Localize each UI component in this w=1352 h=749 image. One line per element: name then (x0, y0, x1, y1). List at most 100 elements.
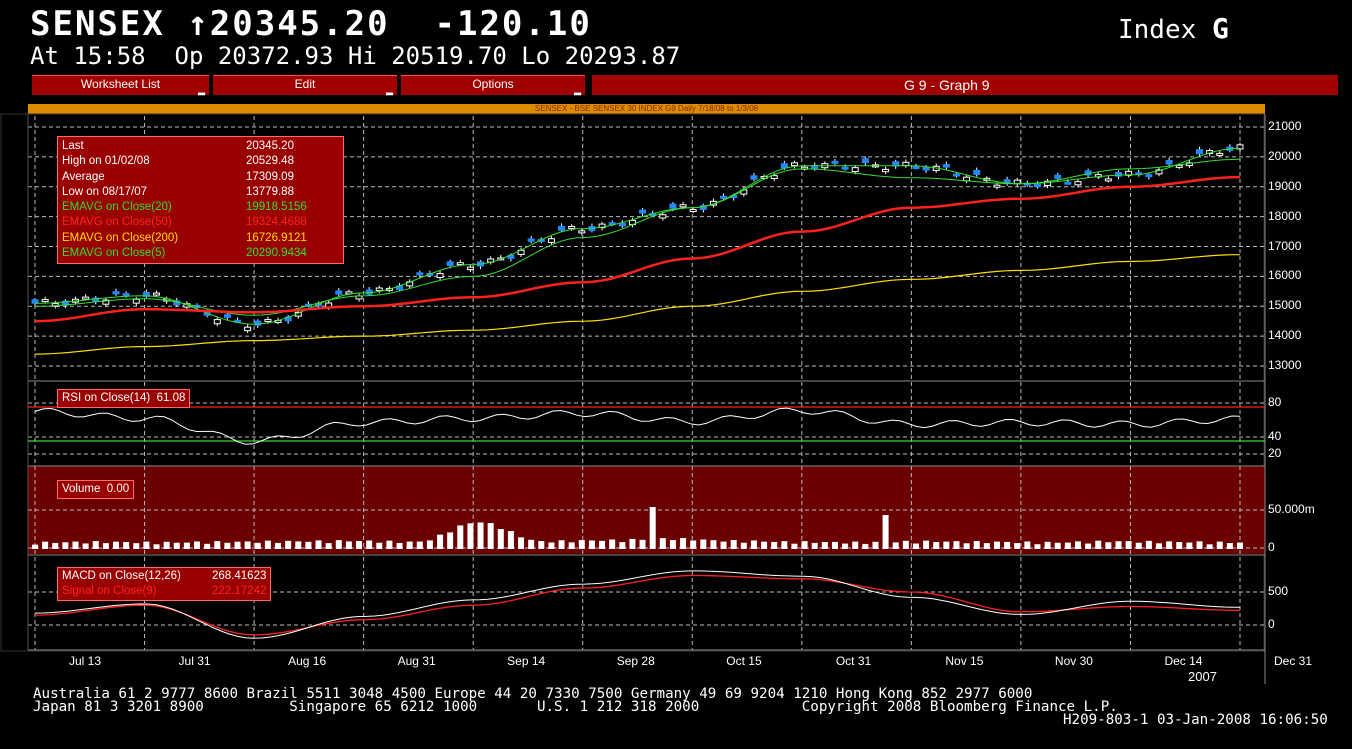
candle-body (153, 292, 161, 296)
candle-body (1236, 144, 1244, 150)
legend-row: EMAVG on Close(20) 19918.5156 (62, 200, 339, 215)
legend-row: High on 01/02/08 20529.48 (62, 154, 339, 169)
volume-bar (1115, 541, 1122, 549)
volume-bar (649, 507, 656, 549)
candle-body (51, 303, 59, 307)
volume-bar (528, 539, 535, 549)
volume-bar (821, 541, 828, 549)
macd-lines (34, 570, 1241, 639)
volume-bar (1074, 541, 1081, 549)
volume-bar (497, 529, 504, 549)
rsi-line (34, 407, 1241, 445)
legend-value: 16726.9121 (246, 231, 307, 244)
ticker-name: SENSEX (30, 4, 165, 44)
volume-bar (1004, 541, 1011, 549)
volume-bar (42, 541, 49, 549)
volume-bar (923, 540, 930, 549)
edit-menu-button[interactable]: Edit ▂ (213, 75, 397, 95)
ema-lines (34, 147, 1241, 355)
volume-bar (588, 540, 595, 549)
candle-body (882, 168, 890, 173)
candle-body (973, 169, 981, 175)
y-tick-label: 50.000m (1268, 502, 1315, 516)
volume-bar (194, 541, 201, 549)
volume-bar (680, 538, 687, 549)
volume-bar (1186, 542, 1193, 549)
year-label: 2007 (1188, 669, 1217, 684)
candle-body (568, 225, 576, 229)
quote-line: At 15:58 Op 20372.93 Hi 20519.70 Lo 2029… (30, 42, 681, 70)
candle-body (1033, 183, 1041, 188)
volume-bar (133, 543, 140, 549)
rsi-label-box: RSI on Close(14) 61.08 (57, 389, 191, 408)
options-label: Options (472, 77, 514, 91)
legend-value: 19918.5156 (246, 201, 307, 214)
volume-bar (639, 539, 646, 549)
price-legend: Last 20345.20 High on 01/02/08 20529.48 Aver… (57, 136, 344, 264)
options-menu-button[interactable]: Options ▂ (401, 75, 585, 95)
volume-bar (1024, 541, 1031, 549)
legend-value: 19324.4688 (246, 216, 307, 229)
legend-row: EMAVG on Close(50) 19324.4688 (62, 215, 339, 230)
volume-bar (892, 542, 899, 549)
graph-title: G 9 - Graph 9 (904, 77, 990, 93)
volume-bar (123, 541, 130, 549)
rsi-label: RSI on Close(14) (62, 392, 151, 404)
volume-bar (457, 525, 464, 549)
x-tick-label: Nov 30 (1054, 654, 1093, 668)
volume-bar (781, 541, 788, 549)
candle-body (618, 222, 626, 227)
macd-label: MACD on Close(12,26) (62, 570, 181, 582)
volume-bar (325, 543, 332, 549)
candle-body (720, 195, 728, 199)
ema-series-line (34, 254, 1240, 355)
volume-bar (406, 541, 413, 549)
legend-name: Low on 08/17/07 (62, 185, 148, 198)
candle-body (41, 299, 49, 303)
volume-bar (396, 542, 403, 549)
candle-body (1145, 174, 1153, 178)
volume-bar (1085, 543, 1092, 549)
candle-body (770, 175, 778, 179)
candle-body (578, 230, 586, 234)
candle-body (780, 163, 788, 169)
candle-body (851, 167, 859, 173)
volume-bar (1034, 544, 1041, 549)
graph-title-bar[interactable]: G 9 - Graph 9 (592, 75, 1338, 95)
x-tick-label: Dec 31 (1274, 654, 1313, 668)
legend-name: Average (62, 170, 105, 183)
volume-bar (102, 543, 109, 549)
worksheet-list-button[interactable]: Worksheet List ▂ (32, 75, 209, 95)
x-tick-label: Jul 31 (178, 654, 211, 668)
worksheet-list-label: Worksheet List (80, 77, 161, 91)
volume-bar (1054, 542, 1061, 549)
candle-body (1054, 174, 1062, 179)
candle-body (1064, 181, 1072, 185)
candle-body (1104, 178, 1112, 182)
volume-bar (1145, 540, 1152, 549)
volume-bar (669, 540, 676, 549)
volume-bar (1176, 541, 1183, 549)
x-tick-label: Sep 28 (616, 654, 655, 668)
volume-bar (872, 541, 879, 549)
volume-bar (356, 540, 363, 549)
candle-body (1216, 152, 1224, 156)
volume-label-box: Volume 0.00 (57, 480, 135, 499)
candle-body (841, 166, 849, 170)
volume-bar (518, 537, 525, 549)
volume-bar (629, 538, 636, 549)
volume-bar (750, 540, 757, 549)
candle-body (1175, 164, 1183, 168)
volume-bar (366, 540, 373, 549)
last-price: 20345.20 (209, 4, 390, 44)
candle-body (861, 158, 869, 164)
volume-bar (386, 540, 393, 549)
volume-bar (771, 541, 778, 549)
volume-bar (761, 541, 768, 549)
candle-body (689, 209, 697, 213)
candle-body (892, 161, 900, 167)
candle-body (254, 320, 262, 326)
candle-body (446, 261, 454, 266)
macd-value: 268.41623 (212, 570, 267, 582)
footer-timestamp: H209-803-1 03-Jan-2008 16:06:50 (1063, 712, 1328, 728)
